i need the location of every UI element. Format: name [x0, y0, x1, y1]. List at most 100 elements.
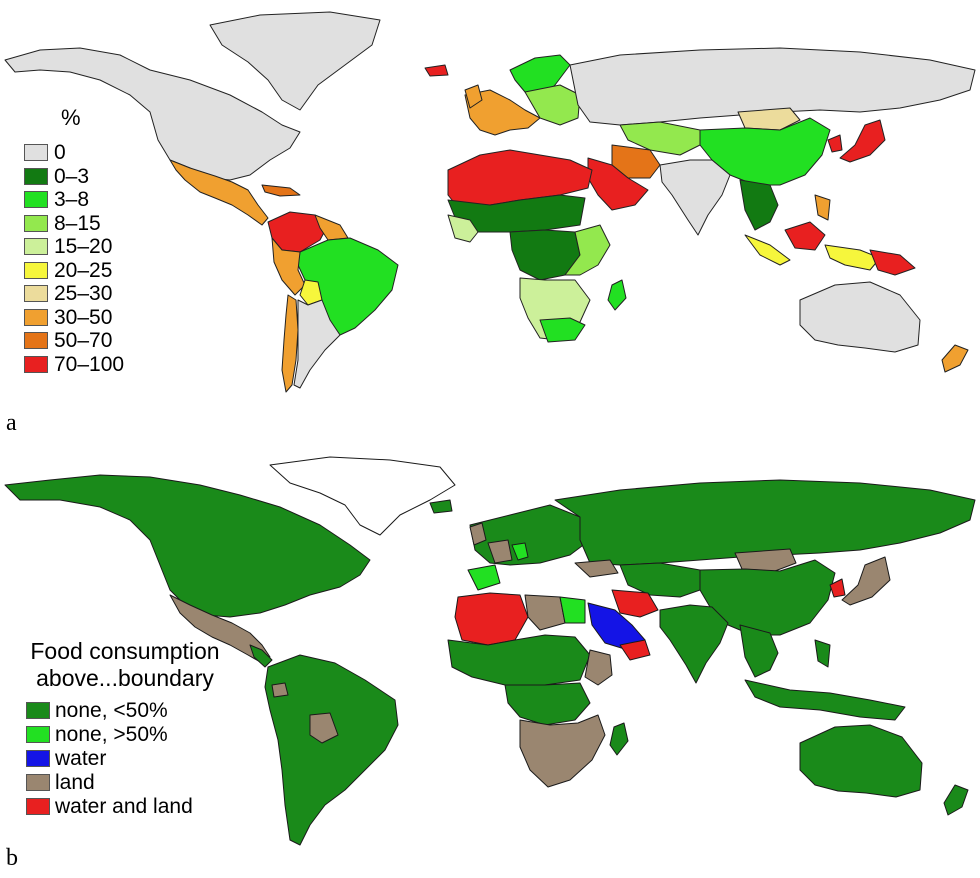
legend-b-swatch — [26, 749, 50, 767]
legend-b-item: land — [26, 770, 236, 794]
region-north-america — [4, 47, 301, 181]
panel-b-label: b — [6, 845, 18, 871]
region-argentina — [293, 299, 341, 389]
region-east-africa — [564, 224, 611, 276]
legend-a-swatch — [24, 144, 48, 162]
region-se-asia — [739, 179, 779, 231]
region-greenland — [209, 11, 381, 111]
region-new-zealand — [941, 344, 969, 373]
region-west-africa — [447, 214, 479, 243]
region-indonesia-east — [824, 244, 881, 271]
region-north-america — [4, 474, 371, 618]
region-new-guinea — [869, 249, 916, 276]
legend-a-item: 0 — [24, 141, 124, 165]
region-central-asia — [619, 562, 701, 598]
map-panel-a: % 0 0–3 3–8 8–15 15–20 20–25 25–30 — [4, 11, 976, 436]
region-egypt-green — [559, 596, 586, 624]
world-map-a — [4, 11, 976, 393]
map-panel-b: Food consumption above...boundary none, … — [0, 445, 980, 878]
legend-a-item: 0–3 — [24, 165, 124, 189]
region-indonesia — [744, 679, 906, 721]
region-greenland — [269, 456, 456, 536]
legend-a-label: 0 — [54, 141, 66, 165]
legend-b-title-line1: Food consumption — [30, 638, 220, 664]
legend-a-item: 25–30 — [24, 282, 124, 306]
region-central-america — [249, 644, 273, 668]
legend-b-label: water — [55, 746, 107, 770]
region-arabia — [587, 157, 649, 211]
region-japan-land — [841, 556, 891, 606]
region-north-africa-red — [454, 592, 529, 646]
legend-a-swatch — [24, 167, 48, 185]
region-iceland — [424, 64, 449, 77]
legend-a-label: 0–3 — [54, 164, 90, 188]
region-iberia — [467, 564, 501, 591]
legend-a-item: 30–50 — [24, 306, 124, 330]
region-uk-land — [469, 522, 487, 546]
legend-a-label: 8–15 — [54, 211, 101, 235]
legend-b-title-line2: above...boundary — [36, 665, 214, 691]
legend-b-item: none, >50% — [26, 722, 236, 746]
region-turkey-land — [574, 559, 619, 578]
region-mexico — [169, 159, 269, 226]
legend-a-swatch — [24, 332, 48, 350]
legend-a-swatch — [24, 214, 48, 232]
legend-a-swatch — [24, 355, 48, 373]
region-se-asia — [739, 624, 779, 678]
region-australia — [799, 281, 921, 353]
region-bolivia-land — [309, 712, 339, 744]
legend-b-swatch — [26, 773, 50, 791]
region-philippines — [814, 194, 831, 221]
region-iran-red — [611, 589, 659, 618]
legend-a-item: 50–70 — [24, 329, 124, 353]
legend-a-item: 3–8 — [24, 188, 124, 212]
region-italy-green — [511, 542, 529, 561]
legend-b-swatch — [26, 725, 50, 743]
legend-b-item: water — [26, 746, 236, 770]
region-madagascar — [609, 722, 629, 756]
region-japan — [839, 119, 886, 163]
legend-b-item: none, <50% — [26, 698, 236, 722]
legend-a-item: 8–15 — [24, 212, 124, 236]
region-scandinavia — [509, 54, 571, 101]
legend-a-label: 15–20 — [54, 235, 113, 259]
region-mongolia — [737, 107, 801, 131]
region-central-asia — [619, 121, 701, 156]
legend-a-item: 15–20 — [24, 235, 124, 259]
legend-a-label: 70–100 — [54, 352, 125, 376]
legend-a-title: % — [61, 105, 81, 130]
region-chile — [281, 294, 299, 393]
legend-b-swatch — [26, 797, 50, 815]
region-indonesia-borneo — [784, 221, 826, 251]
world-map-b — [4, 456, 976, 846]
region-south-africa — [539, 317, 586, 343]
region-western-europe — [464, 89, 541, 136]
legend-b-label: none, <50% — [55, 698, 168, 722]
region-caribbean — [261, 184, 301, 197]
region-europe — [469, 504, 591, 566]
legend-b-swatch — [26, 701, 50, 719]
region-libya-land — [524, 594, 566, 631]
legend-a-label: 25–30 — [54, 282, 113, 306]
legend-a-label: 50–70 — [54, 329, 113, 353]
legend-a-item: 70–100 — [24, 353, 124, 377]
region-southern-africa-land — [519, 714, 606, 788]
legend-a: % 0 0–3 3–8 8–15 15–20 20–25 25–30 — [24, 105, 124, 376]
region-korea-water-land — [829, 578, 846, 598]
region-south-america — [264, 654, 399, 846]
legend-b-label: water and land — [55, 794, 193, 818]
legend-a-swatch — [24, 308, 48, 326]
region-west-africa — [447, 634, 591, 686]
region-australia — [799, 724, 923, 798]
region-indonesia-west — [744, 234, 791, 266]
legend-a-label: 20–25 — [54, 258, 113, 282]
legend-a-label: 30–50 — [54, 305, 113, 329]
region-central-africa — [504, 682, 591, 726]
legend-a-label: 3–8 — [54, 188, 90, 212]
region-yemen-red — [619, 639, 651, 661]
region-iceland — [429, 499, 453, 514]
region-mongolia-land — [734, 548, 797, 572]
region-india — [659, 604, 729, 684]
panel-a-label: a — [6, 410, 17, 436]
region-eastern-europe — [524, 84, 581, 126]
